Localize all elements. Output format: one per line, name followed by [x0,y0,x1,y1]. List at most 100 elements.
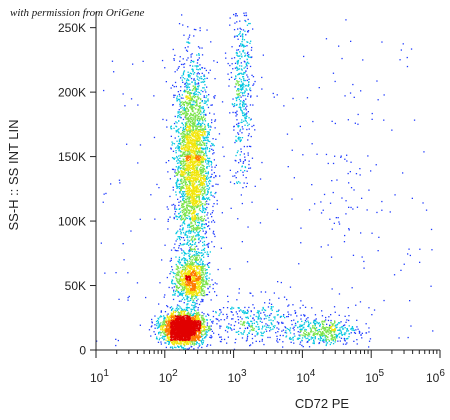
event-dot [207,190,209,192]
event-dot [187,311,190,313]
event-dot [163,322,165,324]
event-dot [278,309,280,311]
event-dot [184,216,186,218]
event-dot [329,324,331,326]
event-dot [202,182,204,184]
event-dot [188,92,191,94]
event-dot [175,340,177,343]
event-dot [186,179,189,181]
event-dot [197,226,199,228]
event-dot [348,325,350,327]
event-dot [346,328,349,331]
event-dot [219,336,221,338]
event-dot [190,202,193,204]
event-dot [200,134,202,136]
event-dot [186,259,188,261]
event-dot [236,93,239,95]
event-dot [305,334,308,336]
event-dot [182,222,184,224]
event-dot [193,139,195,142]
event-dot [207,282,209,285]
event-dot [186,289,189,291]
event-dot [195,310,197,312]
event-dot [200,182,202,184]
event-dot [244,156,246,158]
event-dot [232,318,234,320]
event-dot [176,266,178,268]
event-dot [243,112,245,114]
event-dot [331,339,333,341]
event-dot [332,191,334,194]
event-dot [189,219,192,221]
event-dot [277,314,279,316]
event-dot [204,319,206,321]
event-dot [182,199,185,202]
event-dot [184,116,186,118]
event-dot [190,148,192,150]
event-dot [185,85,187,87]
event-dot [234,62,237,64]
event-dot [188,205,191,207]
event-dot [322,339,324,341]
event-dot [187,74,189,76]
event-dot [185,212,187,214]
event-dot [349,171,351,173]
event-dot [180,293,182,296]
event-dot [202,253,205,255]
event-dot [249,89,251,91]
event-dot [185,154,188,156]
event-dot [207,140,209,142]
event-dot [189,95,191,97]
event-dot [205,273,207,275]
event-dot [185,230,187,233]
event-dot [187,153,189,156]
event-dot [162,326,164,328]
event-dot [189,187,191,189]
event-dot [270,319,272,321]
event-dot [175,285,177,287]
event-dot [328,327,330,329]
event-dot [96,340,98,342]
event-dot [188,164,190,166]
event-dot [241,132,243,134]
event-dot [155,320,158,323]
event-dot [192,175,194,177]
event-dot [203,165,205,168]
event-dot [195,190,197,192]
event-dot [200,115,202,118]
event-dot [331,328,333,330]
event-dot [181,204,183,206]
event-dot [199,291,201,293]
event-dot [177,187,179,189]
event-dot [205,114,207,116]
event-dot [287,328,290,331]
event-dot [215,175,217,178]
event-dot [232,104,234,106]
event-dot [340,321,342,323]
event-dot [210,328,212,330]
event-dot [193,210,195,212]
event-dot [178,342,180,344]
event-dot [191,181,193,183]
event-dot [166,276,168,279]
event-dot [198,122,200,125]
event-dot [181,252,183,254]
event-dot [190,149,192,151]
event-dot [187,303,189,305]
event-dot [206,175,209,177]
event-dot [246,62,248,64]
event-dot [160,329,162,331]
event-dot [184,191,186,193]
event-dot [179,218,182,220]
event-dot [202,90,204,93]
event-dot [425,209,428,211]
event-dot [212,310,214,312]
event-dot [196,294,198,296]
event-dot [196,78,199,80]
event-dot [190,207,193,209]
event-dot [184,146,186,148]
event-dot [183,169,186,171]
event-dot [261,161,263,164]
event-dot [173,143,176,145]
event-dot [230,72,232,74]
